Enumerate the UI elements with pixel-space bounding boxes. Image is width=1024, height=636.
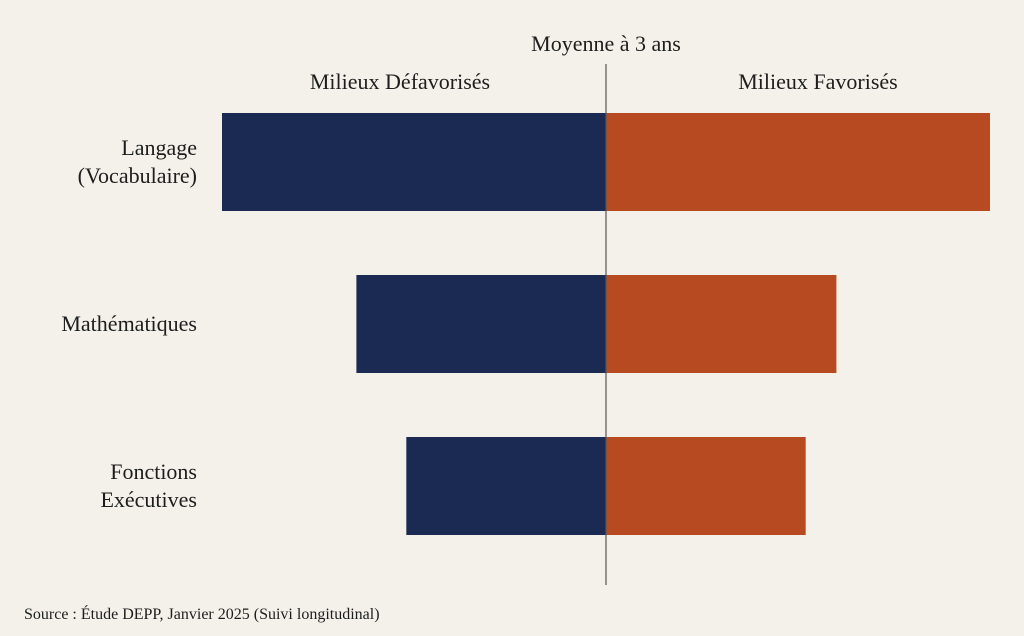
- category-label: Mathématiques: [61, 311, 197, 336]
- bar: [606, 437, 806, 535]
- legend-right: Milieux Favorisés: [738, 69, 898, 94]
- bar: [406, 437, 606, 535]
- bar: [606, 113, 990, 211]
- legend-left: Milieux Défavorisés: [309, 69, 491, 94]
- category-label: Fonctions Exécutives: [100, 459, 197, 512]
- annotation: Moyenne à 3 ans: [531, 31, 681, 56]
- category-label: Langage (Vocabulaire): [77, 135, 197, 188]
- bar: [606, 275, 837, 373]
- source: Source : Étude DEPP, Janvier 2025 (Suivi…: [24, 606, 380, 623]
- bar: [222, 113, 606, 211]
- bar: [356, 275, 606, 373]
